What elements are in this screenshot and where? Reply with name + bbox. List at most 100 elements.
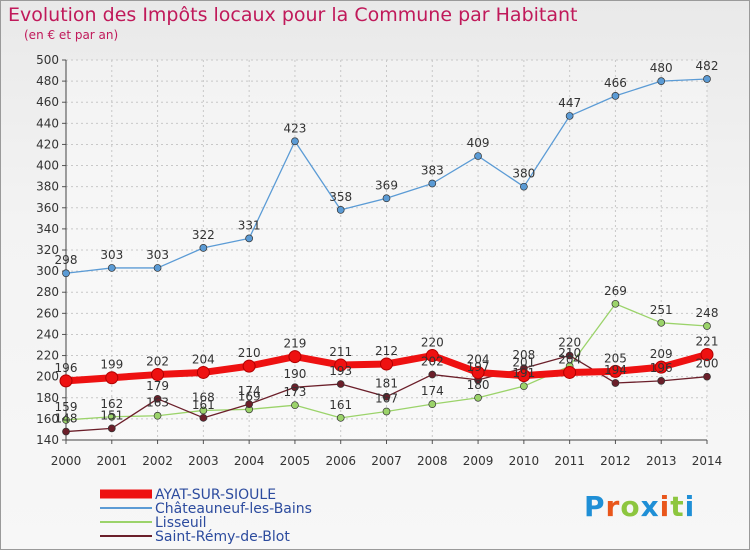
legend-label: Lisseuil xyxy=(155,515,207,531)
x-tick-label: 2007 xyxy=(371,454,402,468)
x-tick-label: 2010 xyxy=(509,454,540,468)
data-label-saint-remy-de-blot: 197 xyxy=(467,360,490,374)
data-point-saint-remy-de-blot xyxy=(657,377,666,385)
y-tick-label: 360 xyxy=(36,201,59,215)
data-label-ayat-sur-sioule: 205 xyxy=(604,351,627,365)
data-label-lisseuil: 163 xyxy=(146,396,169,410)
data-label-ayat-sur-sioule: 201 xyxy=(512,356,535,370)
x-tick-label: 2003 xyxy=(188,454,219,468)
data-point-ayat-sur-sioule xyxy=(242,359,256,373)
data-label-ayat-sur-sioule: 221 xyxy=(696,335,719,349)
data-label-chateauneuf-les-bains: 331 xyxy=(238,218,261,232)
data-label-saint-remy-de-blot: 161 xyxy=(192,398,215,412)
y-tick-label: 140 xyxy=(36,433,59,447)
data-point-chateauneuf-les-bains xyxy=(291,137,299,146)
data-point-ayat-sur-sioule xyxy=(517,369,531,383)
logo-letter: i xyxy=(684,490,696,523)
legend-label: Châteauneuf-les-Bains xyxy=(155,501,312,517)
data-label-saint-remy-de-blot: 220 xyxy=(558,336,581,350)
series-lines xyxy=(59,75,714,436)
y-tick-label: 160 xyxy=(36,412,59,426)
data-label-lisseuil: 169 xyxy=(238,389,261,403)
data-label-chateauneuf-les-bains: 482 xyxy=(696,59,719,73)
data-point-saint-remy-de-blot xyxy=(153,394,162,403)
data-label-chateauneuf-les-bains: 423 xyxy=(283,121,306,135)
data-point-ayat-sur-sioule xyxy=(288,350,302,364)
data-point-saint-remy-de-blot xyxy=(199,413,208,422)
chart-title: Evolution des Impôts locaux pour la Comm… xyxy=(8,4,578,26)
y-tick-label: 180 xyxy=(36,391,59,405)
data-point-saint-remy-de-blot xyxy=(291,383,299,392)
data-point-lisseuil xyxy=(703,322,711,330)
data-label-saint-remy-de-blot: 181 xyxy=(375,377,398,391)
data-label-ayat-sur-sioule: 204 xyxy=(192,352,215,366)
data-label-saint-remy-de-blot: 208 xyxy=(512,348,535,362)
data-label-chateauneuf-les-bains: 480 xyxy=(650,61,673,75)
data-label-saint-remy-de-blot: 202 xyxy=(421,355,444,369)
logo-letter: t xyxy=(670,490,685,523)
x-tick-label: 2008 xyxy=(417,454,448,468)
data-point-chateauneuf-les-bains xyxy=(153,264,162,272)
data-point-ayat-sur-sioule xyxy=(151,368,165,382)
data-label-lisseuil: 173 xyxy=(283,385,306,399)
data-labels: 298 303 303 322 331 423 358 369 383 409 380 447 466 4… xyxy=(55,59,719,426)
data-point-lisseuil xyxy=(428,400,437,408)
data-point-chateauneuf-les-bains xyxy=(245,234,253,243)
x-tick-label: 2013 xyxy=(646,454,677,468)
data-point-chateauneuf-les-bains xyxy=(382,194,391,203)
data-point-ayat-sur-sioule xyxy=(196,365,210,379)
x-tick-label: 2002 xyxy=(142,454,173,468)
data-label-ayat-sur-sioule: 212 xyxy=(375,344,398,358)
data-label-ayat-sur-sioule: 210 xyxy=(238,346,261,360)
x-tick-label: 2014 xyxy=(692,454,723,468)
data-point-ayat-sur-sioule xyxy=(654,360,668,374)
data-point-saint-remy-de-blot xyxy=(62,427,70,436)
data-label-chateauneuf-les-bains: 303 xyxy=(100,248,123,262)
y-tick-label: 440 xyxy=(36,116,59,130)
y-tick-label: 220 xyxy=(36,349,59,363)
data-label-ayat-sur-sioule: 202 xyxy=(146,355,169,369)
data-point-lisseuil xyxy=(657,318,666,327)
x-tick-label: 2011 xyxy=(554,454,585,468)
data-label-saint-remy-de-blot: 200 xyxy=(696,357,719,371)
data-point-lisseuil xyxy=(62,416,70,424)
proxiti-logo: Proxiti xyxy=(584,490,695,523)
data-point-lisseuil xyxy=(382,407,391,416)
data-point-chateauneuf-les-bains xyxy=(107,264,116,272)
data-label-ayat-sur-sioule: 204 xyxy=(558,352,581,366)
data-label-saint-remy-de-blot: 194 xyxy=(604,363,627,377)
x-tick-label: 2006 xyxy=(325,454,356,468)
data-point-lisseuil xyxy=(199,406,208,415)
data-label-ayat-sur-sioule: 209 xyxy=(650,347,673,361)
data-point-chateauneuf-les-bains xyxy=(657,77,666,85)
data-point-lisseuil xyxy=(611,299,620,308)
data-label-saint-remy-de-blot: 151 xyxy=(100,408,123,422)
legend-label: Saint-Rémy-de-Blot xyxy=(155,529,290,545)
data-point-saint-remy-de-blot xyxy=(565,351,574,360)
data-label-lisseuil: 167 xyxy=(375,392,398,406)
y-tick-label: 380 xyxy=(36,180,59,194)
data-label-ayat-sur-sioule: 196 xyxy=(55,361,78,375)
data-label-lisseuil: 210 xyxy=(558,346,581,360)
data-point-chateauneuf-les-bains xyxy=(474,152,482,160)
data-label-chateauneuf-les-bains: 466 xyxy=(604,76,627,90)
data-point-saint-remy-de-blot xyxy=(611,379,620,387)
y-tick-label: 500 xyxy=(36,53,59,67)
legend-label: AYAT-SUR-SIOULE xyxy=(155,487,276,503)
data-label-lisseuil: 168 xyxy=(192,390,215,404)
data-label-lisseuil: 180 xyxy=(467,378,490,392)
data-label-lisseuil: 269 xyxy=(604,284,627,298)
data-label-lisseuil: 191 xyxy=(512,366,535,380)
y-tick-label: 300 xyxy=(36,264,59,278)
data-point-lisseuil xyxy=(520,382,528,391)
data-point-saint-remy-de-blot xyxy=(382,392,391,401)
data-point-ayat-sur-sioule xyxy=(425,349,439,363)
x-tick-label: 2000 xyxy=(51,454,82,468)
data-point-chateauneuf-les-bains xyxy=(611,92,620,100)
y-tick-label: 480 xyxy=(36,74,59,88)
data-label-ayat-sur-sioule: 199 xyxy=(100,358,123,372)
legend: AYAT-SUR-SIOULEChâteauneuf-les-BainsLiss… xyxy=(100,487,312,545)
data-point-lisseuil xyxy=(291,401,299,410)
data-point-ayat-sur-sioule xyxy=(105,371,119,385)
